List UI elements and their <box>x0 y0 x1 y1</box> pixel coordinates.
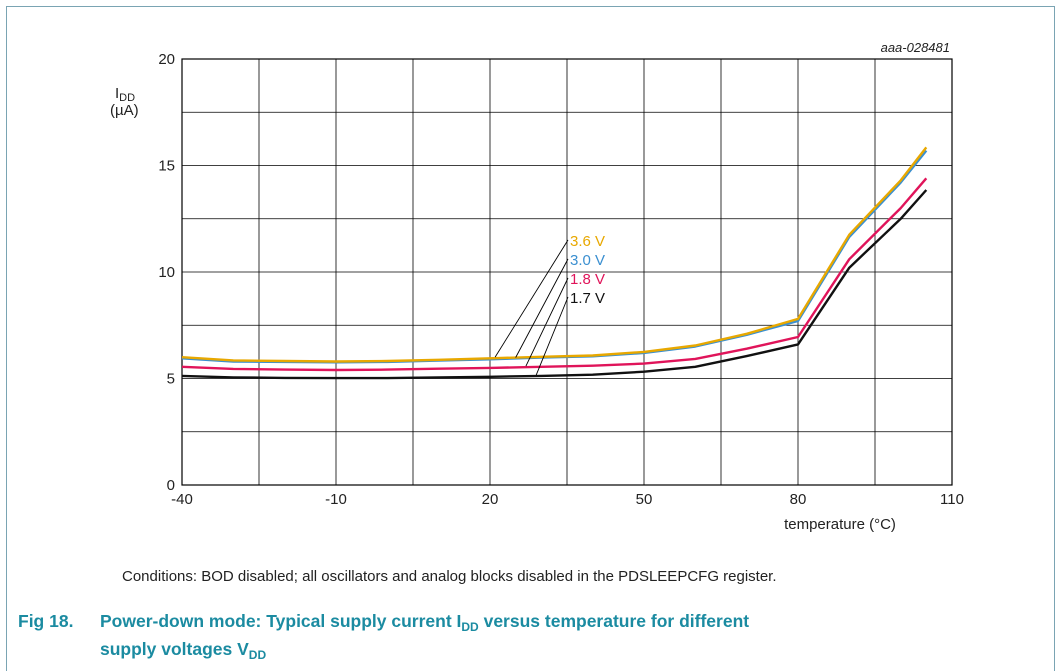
conditions-note: Conditions: BOD disabled; all oscillator… <box>122 568 777 585</box>
y-axis-label-sub: DD <box>119 92 135 104</box>
caption-text-2: versus temperature for different <box>478 611 750 631</box>
label-leader-line <box>515 258 569 358</box>
label-leader-line <box>494 239 569 358</box>
y-tick-label: 10 <box>158 264 175 281</box>
x-tick-label: -10 <box>325 491 347 508</box>
figure-id: aaa-028481 <box>881 40 950 55</box>
y-tick-label: 0 <box>167 477 175 494</box>
series-label: 1.8 V <box>570 271 605 288</box>
x-tick-label: 110 <box>940 491 964 508</box>
label-leader-line <box>535 296 569 376</box>
caption-sub-1: DD <box>461 620 479 634</box>
figure-number: Fig 18. <box>18 611 74 631</box>
y-tick-label: 5 <box>167 371 175 388</box>
x-tick-label: 50 <box>636 491 653 508</box>
series-label: 3.0 V <box>570 252 605 269</box>
series-label: 3.6 V <box>570 233 605 250</box>
series-label: 1.7 V <box>570 290 605 307</box>
x-tick-label: 20 <box>482 491 499 508</box>
y-axis-unit: (µA) <box>110 102 139 119</box>
series-line <box>181 146 928 363</box>
figure-frame <box>6 6 1055 671</box>
plot-border <box>181 58 953 486</box>
y-tick-label: 20 <box>158 51 175 68</box>
caption-text-1: Power-down mode: Typical supply current … <box>100 611 462 631</box>
caption-sub-2: DD <box>248 648 267 662</box>
x-tick-label: 80 <box>790 491 807 508</box>
series-line <box>181 189 928 380</box>
series-line <box>181 177 928 372</box>
label-leader-line <box>525 277 569 367</box>
caption-text-3: supply voltages V <box>100 639 249 659</box>
x-axis-label: temperature (°C) <box>784 516 896 533</box>
figure-caption: Fig 18. Power-down mode: Typical supply c… <box>18 610 749 666</box>
x-tick-label: -40 <box>171 491 193 508</box>
y-tick-label: 15 <box>158 158 175 175</box>
